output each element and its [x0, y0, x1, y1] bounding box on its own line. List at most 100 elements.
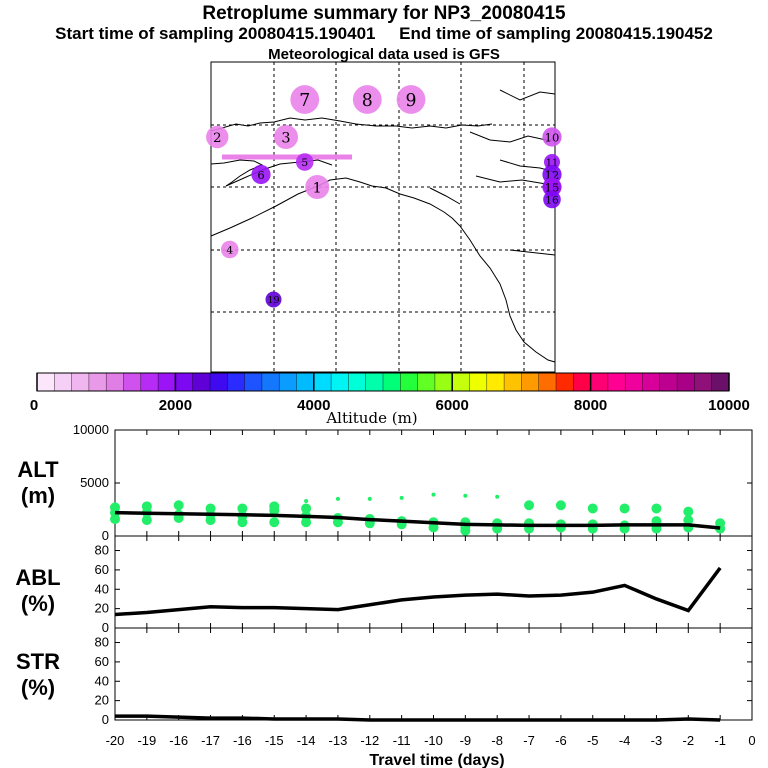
x-tick-label: 0: [748, 733, 755, 748]
colorbar-cell: [642, 373, 661, 391]
marker-label: 7: [299, 91, 310, 111]
abl-label: ABL: [15, 565, 60, 590]
map-graticule: [211, 62, 555, 372]
colorbar-cell: [625, 373, 643, 391]
alt-point: [237, 503, 248, 514]
x-axis-title: Travel time (days): [369, 752, 504, 768]
colorbar-cell: [279, 373, 297, 391]
marker-dot: [352, 85, 382, 114]
colorbar-cell: [158, 373, 176, 391]
colorbar-cell: [192, 373, 211, 391]
alt-point: [555, 500, 566, 511]
colorbar-cell: [71, 373, 90, 391]
plot-title: Retroplume summary for NP3_20080415: [202, 3, 566, 24]
colorbar-tick-label: 6000: [436, 397, 469, 414]
colorbar-cell: [227, 373, 245, 391]
colorbar-cell: [54, 373, 72, 391]
alt-point: [463, 493, 468, 498]
x-tick-label: -16: [233, 733, 252, 748]
abl-ytick-label: 20: [95, 601, 109, 616]
alt-point: [301, 517, 312, 528]
alt-mean-line: [114, 510, 721, 530]
str-ytick-label: 80: [95, 635, 109, 650]
marker-dot: [543, 190, 561, 209]
marker-label: 8: [362, 91, 373, 111]
marker-dot: [220, 240, 239, 259]
abl-panel: 0 20 40 60 80: [95, 535, 753, 635]
x-tick-label: -14: [297, 733, 316, 748]
alt-point: [205, 515, 216, 526]
alt-point: [332, 517, 343, 528]
colorbar-tick-label: 10000: [708, 397, 750, 414]
colorbar-cell: [521, 373, 539, 391]
colorbar-cell: [331, 373, 349, 391]
x-tick-label: -4: [619, 733, 631, 748]
map-marker: 5: [295, 153, 314, 171]
colorbar-cells: [37, 373, 730, 391]
x-tick-label: -5: [587, 733, 599, 748]
colorbar-cell: [106, 373, 124, 391]
x-tick-label: -17: [201, 733, 220, 748]
abl-ytick-label: 60: [95, 562, 109, 577]
alt-point: [651, 503, 662, 514]
marker-label: 11: [546, 158, 558, 169]
alt-point: [110, 514, 120, 525]
alt-point: [428, 522, 439, 533]
str-panel: 0 20 40 60 80: [95, 627, 753, 727]
x-tick-label: -20: [106, 733, 125, 748]
alt-point: [173, 500, 184, 511]
alt-point: [587, 503, 598, 514]
colorbar-tick-label: 4000: [297, 397, 330, 414]
colorbar-tick-label: 8000: [574, 397, 607, 414]
map-marker: 15: [542, 177, 562, 197]
abl-ytick-label: 80: [95, 543, 109, 558]
colorbar-cell: [677, 373, 695, 391]
x-tick-label: -3: [651, 733, 663, 748]
panel-labels: ALT (m) ABL (%) STR (%): [15, 457, 60, 700]
colorbar-ticks: 0 2000 4000 6000 8000 10000: [30, 373, 750, 414]
alt-point: [304, 499, 309, 504]
map-marker: 16: [543, 190, 561, 209]
str-frame: [114, 627, 753, 721]
colorbar-cell: [88, 373, 107, 391]
colorbar-cell: [37, 373, 55, 391]
str-ytick-label: 40: [95, 673, 109, 688]
end-time-label: End time of sampling 20080415.190452: [399, 24, 713, 43]
colorbar-cell: [365, 373, 384, 391]
marker-label: 16: [545, 194, 559, 206]
x-tick-label: -16: [169, 733, 188, 748]
marker-dot: [305, 175, 330, 199]
colorbar-tick-label: 0: [30, 397, 38, 414]
x-tick-label: -2: [683, 733, 695, 748]
map-marker: 7: [290, 85, 320, 114]
abl-frame: [114, 535, 753, 629]
map-marker: 6: [251, 164, 271, 185]
alt-point: [683, 506, 694, 517]
colorbar-cell: [244, 373, 263, 391]
x-tick-label: -10: [424, 733, 443, 748]
x-tick-label: -19: [137, 733, 156, 748]
marker-dot: [295, 153, 314, 171]
alt-point: [683, 515, 694, 526]
alt-point: [335, 496, 340, 501]
marker-label: 6: [257, 168, 264, 182]
alt-ytick-label: 5000: [80, 475, 109, 490]
marker-dot: [542, 177, 562, 197]
alt-point: [524, 500, 535, 511]
x-tick-label: -8: [491, 733, 503, 748]
map-marker: 1: [305, 175, 330, 199]
colorbar-cell: [123, 373, 142, 391]
x-tick-label: -11: [393, 733, 411, 748]
alt-point: [301, 503, 312, 514]
map-marker: 10: [542, 127, 562, 147]
met-data-label: Meteorological data used is GFS: [268, 46, 500, 63]
colorbar-cell: [296, 373, 315, 391]
x-tick-label: -6: [555, 733, 567, 748]
colorbar-cell: [452, 373, 470, 391]
colorbar-cell: [383, 373, 401, 391]
colorbar-cell: [504, 373, 522, 391]
alt-panel: 0 5000 10000: [73, 422, 753, 543]
alt-point: [141, 515, 152, 526]
str-ytick-label: 0: [102, 712, 109, 727]
